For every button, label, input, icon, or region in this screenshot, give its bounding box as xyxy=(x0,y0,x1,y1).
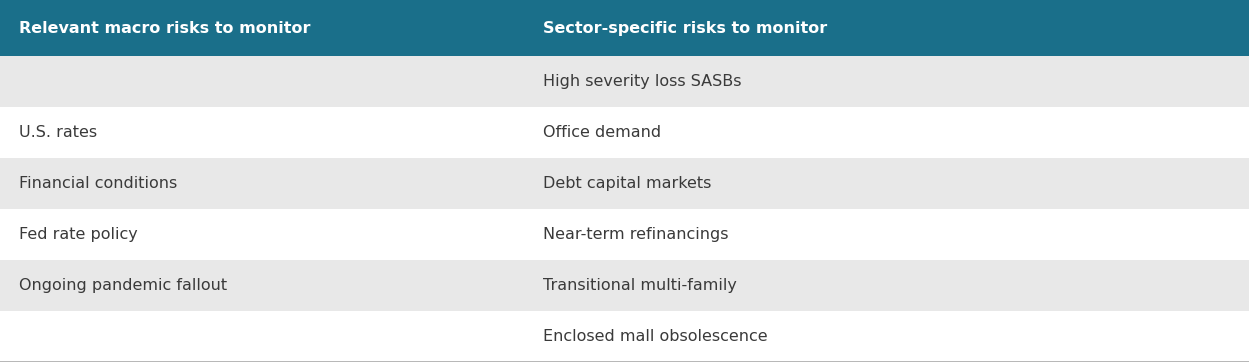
Text: Transitional multi-family: Transitional multi-family xyxy=(543,278,737,293)
FancyBboxPatch shape xyxy=(0,0,525,56)
Text: Enclosed mall obsolescence: Enclosed mall obsolescence xyxy=(543,329,768,344)
FancyBboxPatch shape xyxy=(0,56,525,107)
Text: Relevant macro risks to monitor: Relevant macro risks to monitor xyxy=(19,21,310,35)
FancyBboxPatch shape xyxy=(525,0,1249,56)
FancyBboxPatch shape xyxy=(525,158,1249,209)
Text: Debt capital markets: Debt capital markets xyxy=(543,176,712,191)
FancyBboxPatch shape xyxy=(525,56,1249,107)
Text: Near-term refinancings: Near-term refinancings xyxy=(543,227,729,242)
Text: Sector-specific risks to monitor: Sector-specific risks to monitor xyxy=(543,21,828,35)
FancyBboxPatch shape xyxy=(525,107,1249,158)
Text: Ongoing pandemic fallout: Ongoing pandemic fallout xyxy=(19,278,227,293)
Text: Office demand: Office demand xyxy=(543,125,662,140)
FancyBboxPatch shape xyxy=(0,209,525,260)
FancyBboxPatch shape xyxy=(525,260,1249,311)
FancyBboxPatch shape xyxy=(0,260,525,311)
FancyBboxPatch shape xyxy=(525,209,1249,260)
FancyBboxPatch shape xyxy=(0,158,525,209)
FancyBboxPatch shape xyxy=(0,107,525,158)
Text: High severity loss SASBs: High severity loss SASBs xyxy=(543,74,742,89)
FancyBboxPatch shape xyxy=(525,311,1249,362)
Text: U.S. rates: U.S. rates xyxy=(19,125,97,140)
Text: Financial conditions: Financial conditions xyxy=(19,176,177,191)
Text: Fed rate policy: Fed rate policy xyxy=(19,227,137,242)
FancyBboxPatch shape xyxy=(0,311,525,362)
